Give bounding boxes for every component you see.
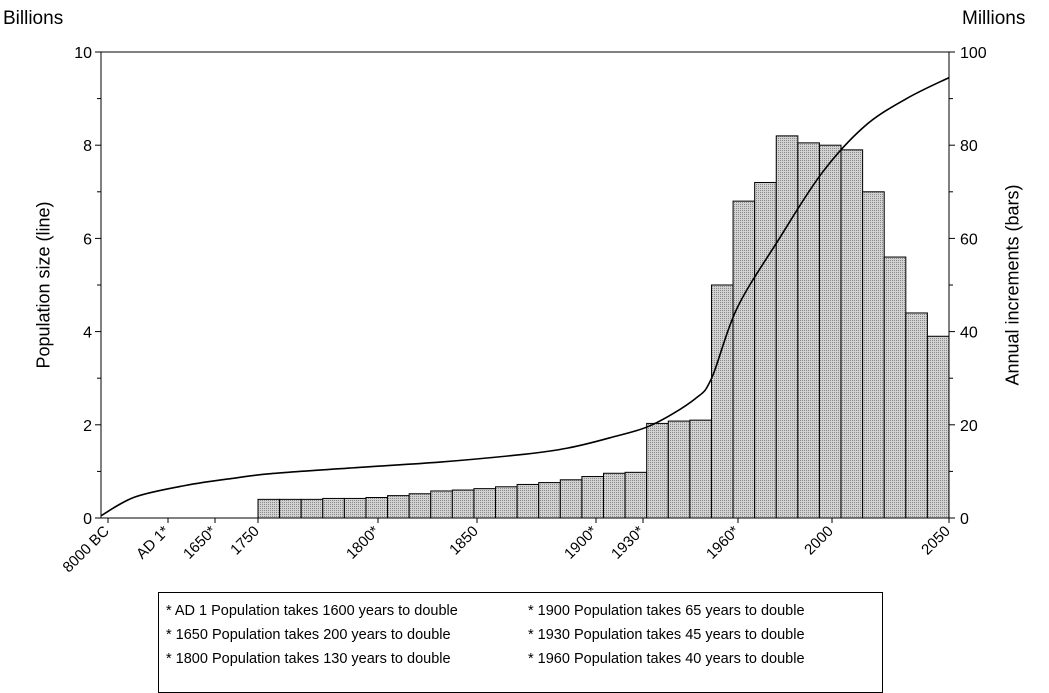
increment-bar	[343, 497, 367, 519]
x-tick-label: 2050	[918, 523, 954, 559]
increment-bar	[300, 498, 324, 519]
increment-bar	[754, 181, 777, 519]
x-tick-label: 1960*	[703, 523, 743, 563]
increment-bar	[710, 284, 734, 519]
increment-bar	[926, 335, 950, 519]
increment-bar	[624, 471, 648, 519]
right-tick-label: 0	[960, 511, 969, 528]
increment-bar	[646, 422, 669, 519]
left-tick-label: 8	[83, 138, 92, 155]
left-tick-label: 0	[83, 511, 92, 528]
x-tick-label: 1850	[446, 523, 482, 559]
x-tick-label: AD 1*	[133, 523, 173, 563]
increment-bar	[818, 144, 842, 519]
population-line	[100, 76, 950, 517]
left-tick-label: 2	[83, 418, 92, 435]
increment-bar	[387, 495, 410, 519]
increment-bar	[775, 135, 799, 519]
increment-bar	[883, 256, 907, 519]
increment-bar	[840, 149, 864, 519]
legend-item: * 1960 Population takes 40 years to doub…	[528, 651, 805, 667]
left-axis-unit: Billions	[3, 8, 64, 29]
increment-bar	[538, 482, 561, 519]
right-tick-label: 80	[960, 138, 978, 155]
legend-item: * 1650 Population takes 200 years to dou…	[166, 627, 451, 643]
right-axis-unit: Millions	[962, 8, 1026, 29]
right-tick-label: 40	[960, 325, 978, 342]
increment-bar	[667, 420, 691, 519]
x-tick-label: 8000 BC	[60, 523, 113, 576]
left-tick-label: 6	[83, 231, 92, 248]
increment-bar	[603, 472, 626, 519]
legend-item: * 1900 Population takes 65 years to doub…	[528, 603, 805, 619]
increment-bar	[732, 200, 756, 519]
increment-bar	[473, 488, 497, 519]
increment-bar	[862, 191, 885, 519]
increment-bar	[408, 493, 432, 519]
right-tick-label: 100	[960, 45, 987, 62]
x-tick-label: 1930*	[608, 523, 648, 563]
right-tick-label: 60	[960, 231, 978, 248]
increment-bar	[905, 312, 928, 519]
x-tick-label: 1800*	[343, 523, 383, 563]
left-tick-label: 10	[74, 45, 92, 62]
x-tick-label: 1750	[227, 523, 263, 559]
x-tick-label: 1650*	[180, 523, 220, 563]
increment-bar	[516, 483, 540, 519]
increment-bar	[322, 497, 345, 519]
increment-bar	[559, 479, 583, 519]
legend-item: * 1930 Population takes 45 years to doub…	[528, 627, 805, 643]
right-tick-label: 20	[960, 418, 978, 435]
legend: * AD 1 Population takes 1600 years to do…	[158, 592, 883, 693]
increment-bar	[495, 486, 518, 519]
increment-bar	[797, 142, 820, 519]
increment-bar	[279, 498, 302, 519]
legend-item: * 1800 Population takes 130 years to dou…	[166, 651, 451, 667]
increment-bar	[365, 497, 389, 519]
legend-item: * AD 1 Population takes 1600 years to do…	[166, 603, 458, 619]
x-tick-label: 1900*	[561, 523, 601, 563]
increment-bar	[689, 419, 712, 519]
increment-bar	[451, 489, 475, 519]
x-tick-label: 2000	[801, 523, 837, 559]
left-tick-label: 4	[83, 325, 92, 342]
increment-bar	[430, 490, 453, 519]
increment-bar	[257, 498, 281, 519]
increment-bar	[581, 476, 604, 519]
